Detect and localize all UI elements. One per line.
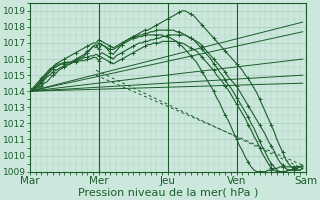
X-axis label: Pression niveau de la mer( hPa ): Pression niveau de la mer( hPa ) xyxy=(78,187,258,197)
